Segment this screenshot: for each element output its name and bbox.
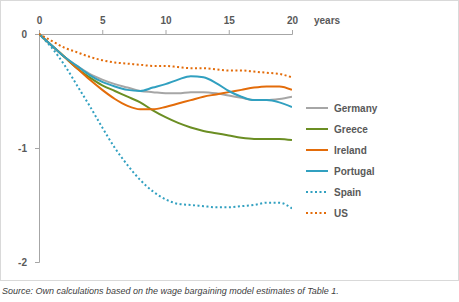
tick-mark [35, 262, 39, 263]
legend-label: Ireland [334, 145, 367, 156]
x-axis: 0 5 10 15 20 [37, 15, 299, 35]
tick-mark [102, 30, 103, 34]
legend-swatch [306, 191, 328, 193]
legend-label: US [334, 208, 348, 219]
tick-label: -1 [18, 143, 27, 154]
lines [39, 34, 292, 208]
legend-label: Spain [334, 187, 361, 198]
legend-label: Greece [334, 124, 368, 135]
axis-line [40, 30, 293, 35]
tick-label: 0 [21, 29, 27, 40]
legend-label: Portugal [334, 166, 375, 177]
series-line [39, 34, 292, 140]
legend: Germany Greece Ireland Portugal Spain US [306, 103, 378, 219]
series-line [39, 34, 292, 208]
legend-swatch [306, 107, 328, 109]
series-line [39, 34, 292, 109]
tick-label: 5 [100, 15, 106, 26]
tick-mark [166, 30, 167, 34]
tick: 10 [160, 15, 172, 34]
chart: 0 5 10 15 20 -2 -1 0 years Germany Greece Ireland Po… [0, 0, 459, 302]
legend-swatch [306, 170, 328, 172]
tick-label: -2 [18, 257, 27, 268]
series-line [39, 34, 292, 77]
tick: 0 [21, 29, 39, 40]
tick: 15 [224, 15, 236, 34]
legend-swatch [306, 128, 328, 130]
source-note: Source: Own calculations based on the wa… [2, 286, 339, 296]
axis-line [35, 35, 40, 263]
tick-label: 0 [37, 15, 43, 26]
tick-label: 20 [287, 15, 299, 26]
tick-mark [292, 30, 293, 34]
chart-border [1, 1, 459, 281]
y-axis: -2 -1 0 [18, 29, 39, 268]
tick-label: 15 [224, 15, 236, 26]
tick-mark [35, 148, 39, 149]
tick-mark [35, 34, 39, 35]
tick-label: 10 [160, 15, 172, 26]
legend-swatch [306, 149, 328, 151]
legend-label: Germany [334, 103, 378, 114]
legend-swatch [306, 212, 328, 214]
tick: 5 [100, 15, 106, 34]
tick: -1 [18, 143, 39, 154]
axis-title: years [314, 15, 341, 26]
tick: -2 [18, 257, 39, 268]
tick-mark [229, 30, 230, 34]
tick: 0 [37, 15, 43, 34]
series-line [39, 34, 292, 107]
tick: 20 [287, 15, 299, 34]
